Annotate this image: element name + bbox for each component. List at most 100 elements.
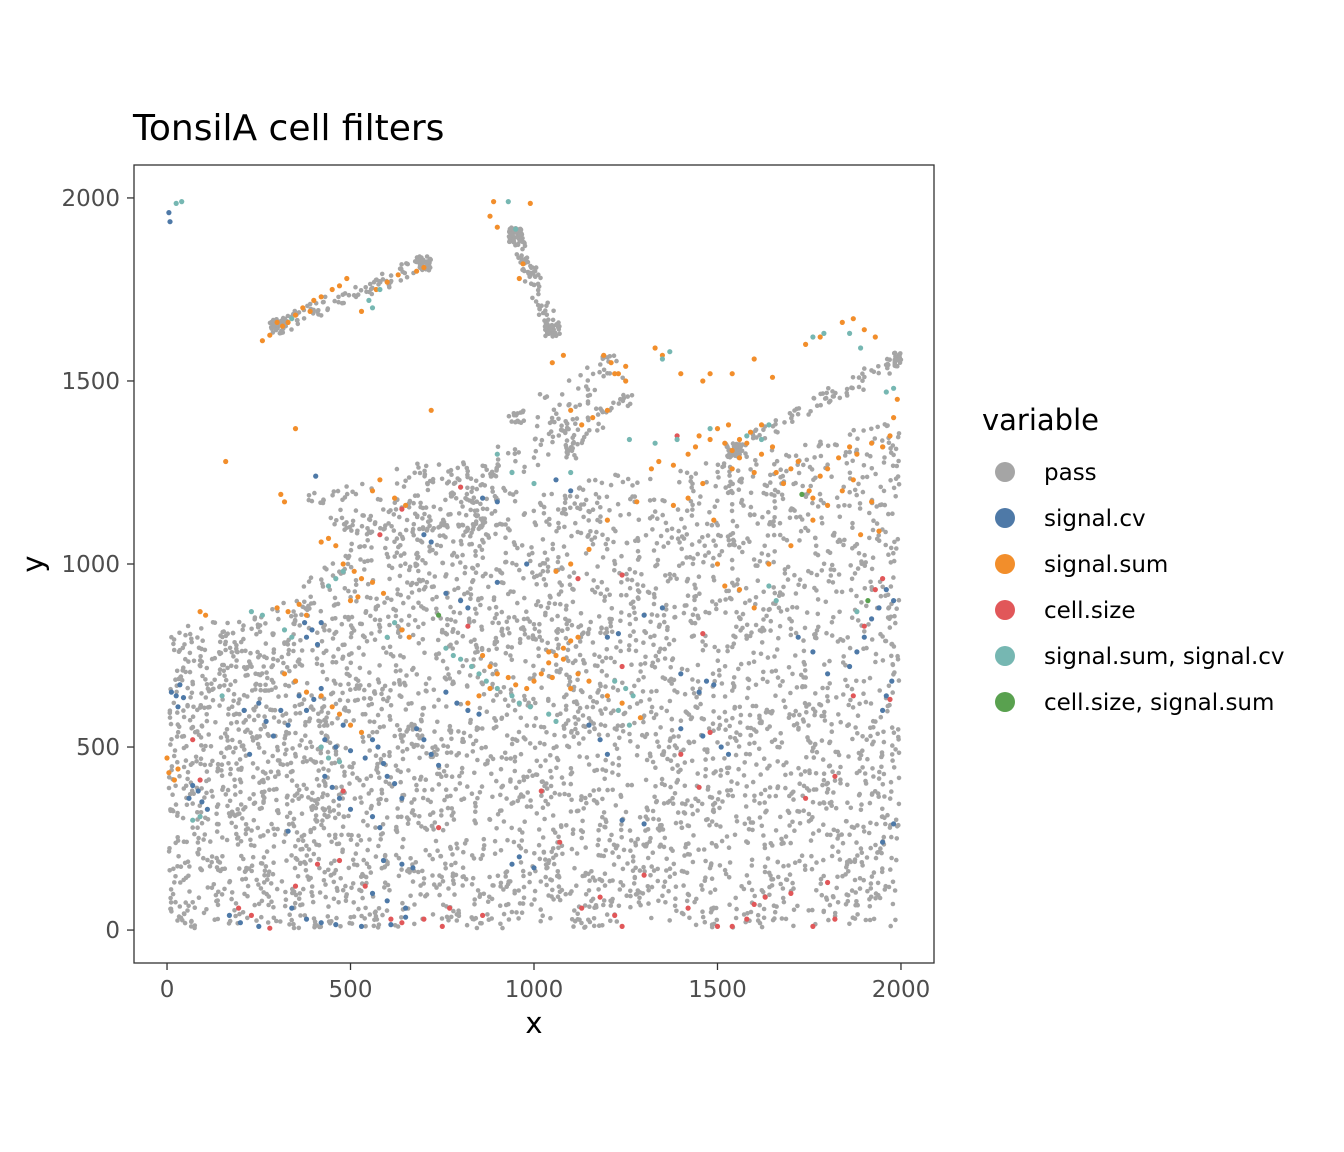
point-pass	[785, 577, 791, 582]
point-pass	[645, 884, 651, 889]
point-pass	[793, 630, 799, 636]
point-pass	[595, 842, 601, 848]
point-pass	[600, 555, 606, 560]
point-pass	[888, 779, 894, 785]
point-pass	[439, 813, 444, 818]
point-pass	[873, 659, 878, 665]
point-pass	[316, 856, 322, 862]
point-pass	[699, 801, 705, 807]
point-pass	[502, 488, 508, 493]
point-pass	[874, 536, 880, 542]
point-pass	[532, 745, 538, 751]
point-pass	[668, 676, 674, 682]
point-pass	[641, 864, 646, 870]
point-pass	[600, 694, 605, 699]
point-pass	[339, 832, 344, 838]
point-pass	[263, 641, 269, 646]
point-pass	[252, 843, 257, 849]
point-pass	[633, 616, 639, 622]
point-pass	[636, 900, 642, 905]
point-pass	[577, 402, 583, 408]
point-pass	[643, 844, 649, 849]
point-pass	[836, 752, 842, 758]
point-pass	[768, 618, 774, 624]
point-pass	[702, 553, 708, 558]
point-pass	[541, 511, 547, 516]
point-pass	[491, 698, 496, 703]
point-pass	[473, 738, 479, 744]
point-pass	[495, 873, 501, 879]
point-pass	[601, 898, 607, 903]
point-pass	[188, 695, 193, 700]
point-pass	[740, 549, 745, 555]
point-pass	[415, 493, 421, 498]
point-pass	[388, 273, 394, 278]
point-pass	[421, 621, 426, 627]
point-pass	[309, 884, 315, 889]
point-pass	[393, 663, 399, 668]
point-pass	[378, 837, 384, 842]
point-pass	[531, 723, 537, 729]
point-pass	[570, 586, 575, 592]
point-pass	[513, 785, 519, 790]
point-pass	[821, 561, 827, 567]
point-pass	[859, 850, 865, 855]
point-pass	[820, 757, 826, 762]
point-pass	[457, 773, 462, 779]
point-pass	[857, 756, 862, 761]
point-pass	[533, 265, 539, 270]
point-pass	[878, 484, 883, 490]
point-pass	[635, 744, 640, 749]
point-pass	[557, 897, 563, 903]
point-pass	[320, 794, 325, 800]
point-pass	[599, 878, 605, 884]
point-pass	[494, 826, 499, 831]
point-pass	[691, 833, 696, 838]
point-pass	[184, 802, 190, 808]
point-pass	[336, 811, 342, 817]
point-pass	[819, 520, 825, 526]
point-pass	[431, 704, 437, 709]
point-pass	[709, 861, 714, 866]
point-pass	[630, 859, 636, 864]
point-pass	[292, 664, 298, 669]
point-pass	[542, 318, 547, 323]
point-pass	[660, 512, 665, 518]
point-pass	[196, 835, 201, 841]
point-pass	[310, 899, 316, 905]
point-pass	[176, 649, 182, 654]
point-pass	[722, 694, 728, 699]
point-pass	[600, 425, 606, 431]
point-pass	[512, 542, 518, 548]
point-pass	[874, 504, 879, 509]
point-pass	[524, 723, 530, 728]
point-pass	[771, 523, 776, 529]
point-pass	[648, 619, 653, 625]
point-pass	[354, 599, 359, 604]
point-pass	[895, 727, 901, 732]
point-pass	[725, 741, 730, 747]
point-pass	[540, 537, 546, 542]
point-pass	[768, 628, 773, 633]
point-pass	[599, 668, 605, 674]
point-pass	[887, 796, 893, 801]
point-pass	[848, 587, 854, 593]
point-pass	[753, 427, 759, 433]
point-pass	[480, 537, 485, 543]
point-pass	[514, 562, 519, 568]
point-pass	[842, 537, 847, 543]
point-pass	[430, 856, 436, 862]
point-pass	[241, 720, 246, 725]
point-pass	[851, 427, 856, 433]
point-pass	[190, 714, 196, 719]
point-pass	[855, 566, 861, 571]
point-pass	[843, 872, 848, 877]
point-pass	[449, 862, 454, 868]
point-pass	[401, 836, 406, 842]
point-pass	[672, 903, 678, 909]
point-pass	[230, 737, 235, 743]
point-pass	[874, 821, 879, 827]
point-pass	[570, 831, 576, 836]
point-pass	[829, 853, 835, 859]
point-pass	[331, 879, 337, 885]
